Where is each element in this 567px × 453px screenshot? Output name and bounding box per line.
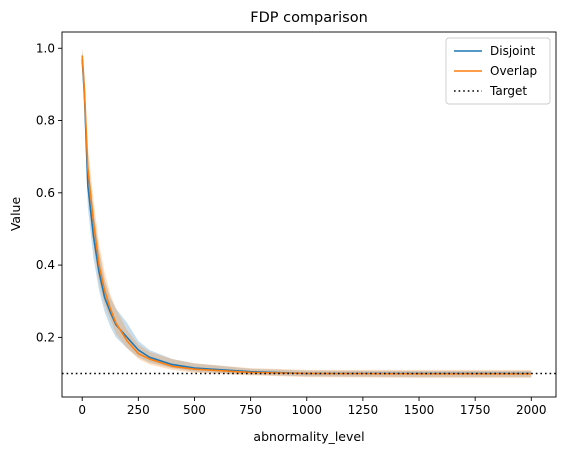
confidence-bands: [82, 48, 532, 378]
x-tick-label: 2000: [516, 403, 547, 417]
y-axis-ticks: 0.2 0.4 0.6 0.8 1.0: [36, 41, 62, 344]
band-disjoint: [82, 48, 532, 378]
y-tick-label: 0.8: [36, 114, 55, 128]
legend-label-overlap: Overlap: [490, 64, 537, 78]
chart-title: FDP comparison: [250, 10, 368, 26]
x-tick-label: 1750: [460, 403, 491, 417]
legend-box: [445, 37, 551, 105]
x-tick-label: 0: [78, 403, 86, 417]
y-tick-label: 0.2: [36, 330, 55, 344]
x-tick-label: 250: [127, 403, 150, 417]
x-tick-label: 750: [239, 403, 262, 417]
x-tick-label: 1000: [291, 403, 322, 417]
legend-label-target: Target: [489, 84, 527, 98]
y-tick-label: 0.4: [36, 258, 55, 272]
y-tick-label: 1.0: [36, 41, 55, 55]
y-axis-label: Value: [8, 197, 23, 232]
y-tick-label: 0.6: [36, 186, 55, 200]
legend: Disjoint Overlap Target: [445, 37, 551, 105]
legend-label-disjoint: Disjoint: [490, 44, 535, 58]
x-tick-label: 500: [183, 403, 206, 417]
band-overlap: [82, 48, 532, 378]
line-disjoint: [81, 59, 532, 375]
x-tick-label: 1500: [404, 403, 435, 417]
x-axis-label: abnormality_level: [253, 429, 364, 444]
x-tick-label: 1250: [348, 403, 379, 417]
plot-frame: [61, 31, 557, 398]
x-axis-ticks: 0 250 500 750 1000 1250 1500 1750 2000: [78, 397, 547, 417]
